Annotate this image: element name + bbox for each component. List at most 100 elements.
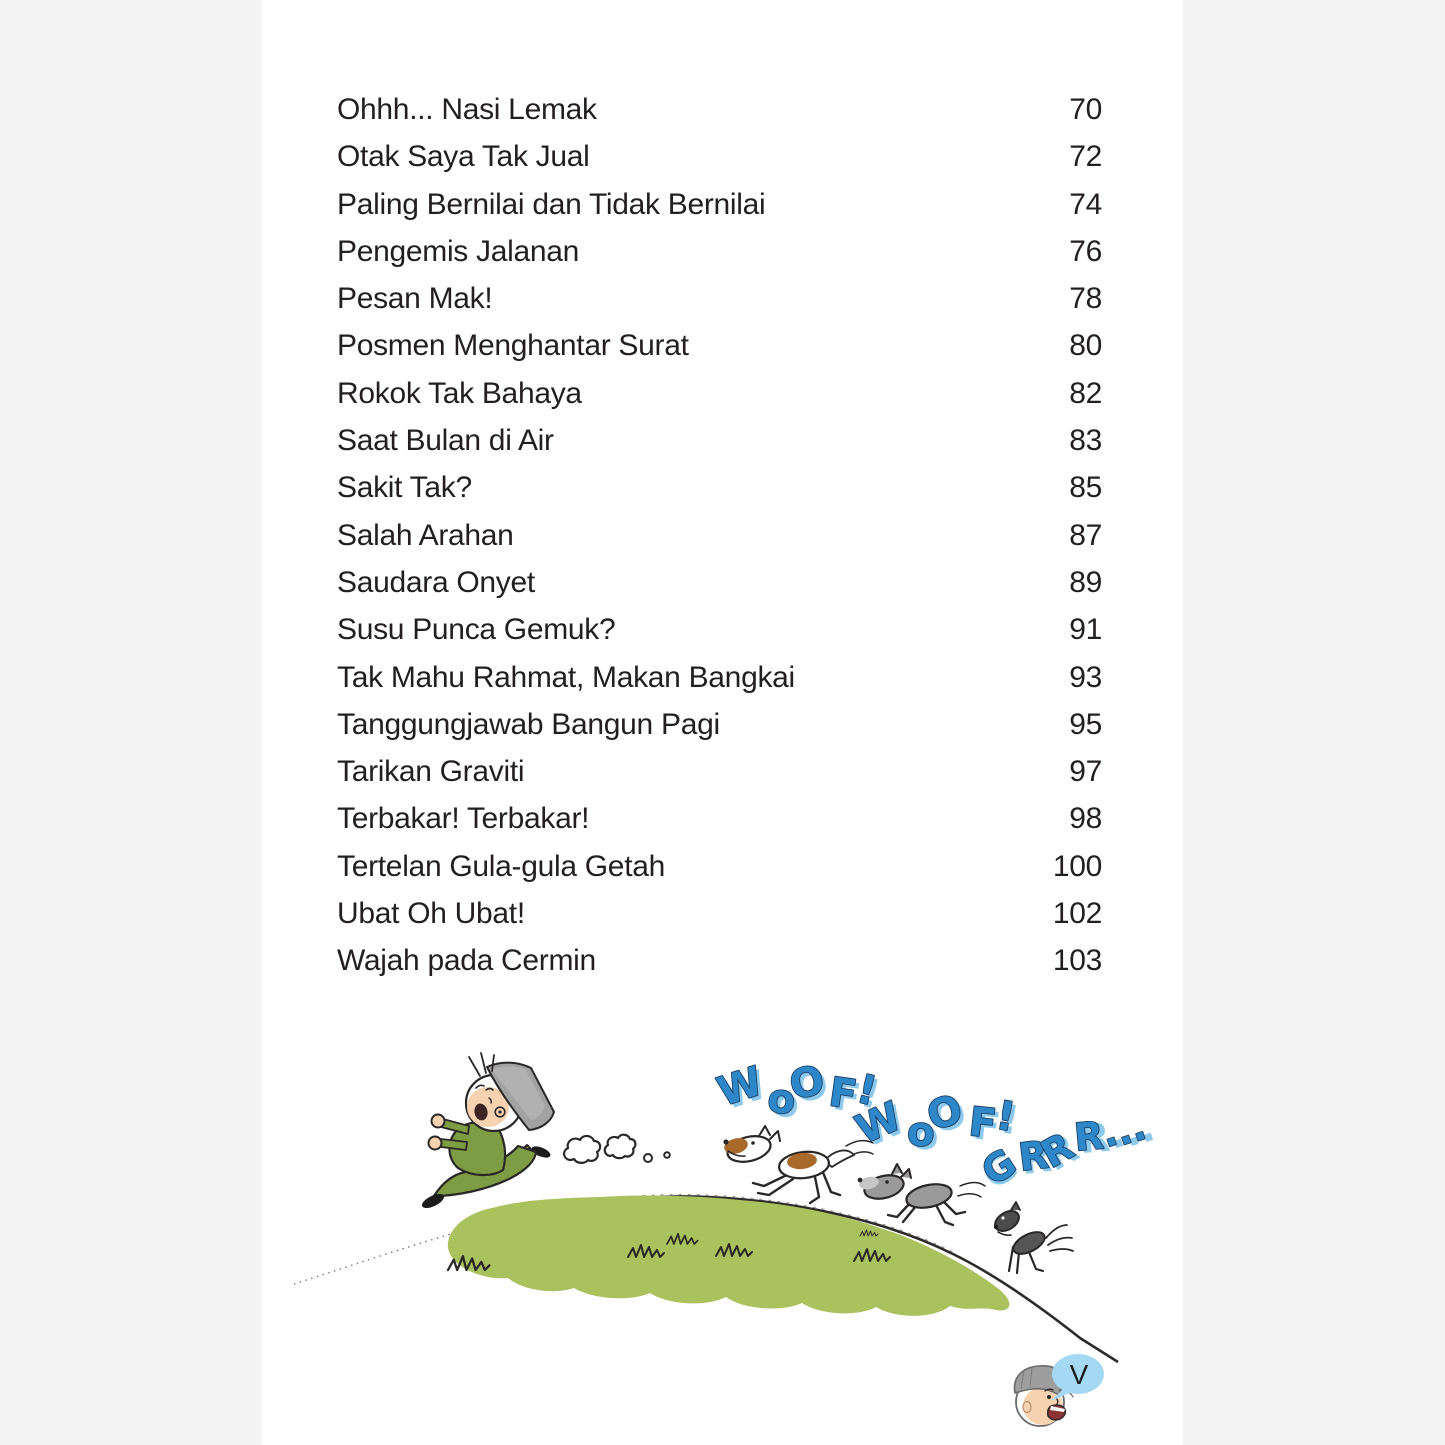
dog-front-legs [886,1200,918,1224]
dog-eye [1001,1216,1005,1220]
toc-row: Tanggungjawab Bangun Pagi 95 [337,701,1102,748]
speech-bubble [1052,1354,1104,1394]
boy-eye [494,1106,506,1118]
toc-entry-title: Tanggungjawab Bangun Pagi [337,707,720,741]
horizon-line-sketch-overlay [561,1193,954,1253]
toc-entry-page-number: 82 [1069,376,1102,410]
toc-entry-page-number: 85 [1069,471,1102,505]
dog-muzzle-patch [724,1138,748,1154]
dog-brown-white [723,1125,874,1205]
toc-row: Sakit Tak? 85 [337,464,1102,511]
page-number: V [1070,1359,1089,1390]
dog-tail [823,1149,855,1168]
boy-fist [427,1135,443,1151]
dog-tail-feathers [1045,1224,1074,1252]
toc-row: Terbakar! Terbakar! 98 [337,795,1102,842]
dust-cloud [563,1134,602,1164]
hill-grass [447,1195,1010,1316]
dog-nose [723,1139,729,1145]
dog-hind-legs [808,1168,842,1205]
toc-entry-page-number: 83 [1069,424,1102,458]
toc-row: Posmen Menghantar Surat 80 [337,322,1102,369]
toc-row: Pengemis Jalanan 76 [337,228,1102,275]
dog-eye [885,1180,889,1184]
toc-entry-page-number: 102 [1052,897,1102,931]
toc-entry-title: Pesan Mak! [337,282,493,316]
dust-cloud [603,1133,637,1160]
toc-entry-title: Posmen Menghantar Surat [337,329,689,363]
toc-row: Susu Punca Gemuk? 91 [337,606,1102,653]
toc-list: Ohhh... Nasi Lemak 70 Otak Saya Tak Jual 72… [337,86,1102,985]
dog-saddle-patch [787,1152,817,1170]
speech-bubble-tail [1051,1389,1072,1401]
toc-row: Saudara Onyet 89 [337,559,1102,606]
toc-row: Tak Mahu Rahmat, Makan Bangkai 93 [337,654,1102,701]
dog-snout [859,1176,879,1190]
toc-entry-page-number: 72 [1069,140,1102,174]
toc-entry-page-number: 80 [1069,329,1102,363]
toc-entry-title: Ubat Oh Ubat! [337,897,525,931]
toc-entry-title: Ohhh... Nasi Lemak [337,93,597,126]
toc-entry-page-number: 98 [1069,802,1102,836]
dog-ears [891,1163,912,1179]
dog-mouth [997,1231,1012,1236]
boy-eyebrows [475,1084,494,1091]
dog-eye [751,1141,755,1145]
toc-row: Tarikan Graviti 97 [337,748,1102,795]
boy-open-mouth [474,1103,488,1121]
dog-body [905,1183,953,1209]
dog-hind-legs [934,1199,967,1227]
toc-entry-title: Rokok Tak Bahaya [337,376,582,410]
toc-row: Wajah pada Cermin 103 [337,937,1102,984]
toc-entry-page-number: 89 [1069,565,1102,599]
dog-gray [857,1163,986,1227]
boy-hair-spikes [468,1052,495,1077]
toc-row: Ubat Oh Ubat! 102 [337,890,1102,937]
toc-row: Rokok Tak Bahaya 82 [337,370,1102,417]
dog-dark-growling [994,1201,1074,1275]
toc-entry-title: Tertelan Gula-gula Getah [337,849,666,883]
mascot-teeth [1050,1406,1065,1412]
dog-head [994,1210,1020,1232]
toc-entry-title: Wajah pada Cermin [337,944,596,978]
dog-ears [758,1125,781,1142]
toc-row: Otak Saya Tak Jual 72 [337,133,1102,180]
toc-entry-page-number: 97 [1069,755,1102,789]
dog-front-legs [751,1172,795,1197]
toc-entry-page-number: 91 [1069,613,1102,647]
running-boy [421,1052,555,1209]
toc-entry-page-number: 87 [1069,518,1102,552]
book-toc-page: Ohhh... Nasi Lemak 70 Otak Saya Tak Jual 72… [262,0,1183,1445]
toc-entry-page-number: 95 [1069,707,1102,741]
boy-front-shoe [421,1193,445,1209]
dog-nose [857,1177,863,1183]
toc-row: Tertelan Gula-gula Getah 100 [337,843,1102,890]
toc-entry-page-number: 76 [1069,234,1102,268]
toc-row: Paling Bernilai dan Tidak Bernilai 74 [337,181,1102,228]
toc-entry-title: Salah Arahan [337,518,514,552]
mascot-cap-shading [1020,1367,1033,1390]
toc-entry-page-number: 78 [1069,282,1102,316]
toc-entry-title: Susu Punca Gemuk? [337,613,616,647]
dog-nose [994,1225,998,1229]
toc-entry-page-number: 100 [1052,849,1102,883]
footer-illustration: WoOF! WoOF! WoOF! WoOF! GRRR... GRRR... [293,1049,1160,1427]
boy-back-shoe [531,1146,551,1158]
mascot-eyebrow [1044,1388,1054,1392]
boy-nose [488,1097,492,1104]
toc-entry-title: Pengemis Jalanan [337,234,580,268]
toc-entry-title: Tak Mahu Rahmat, Makan Bangkai [337,660,795,694]
dust-dot [643,1153,653,1163]
toc-entry-title: Tarikan Graviti [337,755,525,789]
dust-puffs [563,1133,671,1164]
boy-fist [430,1113,446,1129]
toc-row: Saat Bulan di Air 83 [337,417,1102,464]
mascot-ear [1022,1400,1032,1414]
dog-body [1012,1231,1046,1255]
dog-mouth [727,1150,746,1157]
toc-entry-page-number: 70 [1069,93,1102,126]
toc-entry-page-number: 93 [1069,660,1102,694]
toc-entry-title: Saudara Onyet [337,565,535,599]
toc-entry-page-number: 74 [1069,187,1102,221]
mascot-boy-head [1013,1365,1078,1427]
